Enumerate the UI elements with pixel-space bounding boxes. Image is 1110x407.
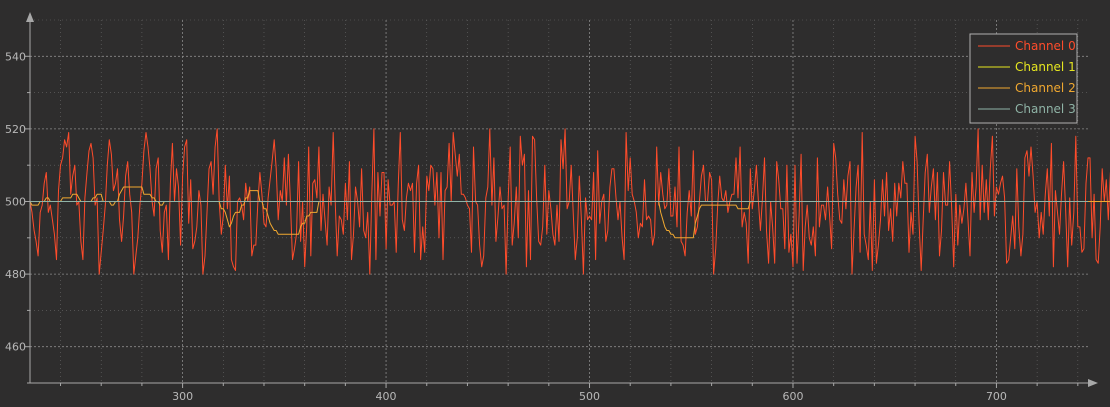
x-tick-label: 700 xyxy=(986,390,1007,403)
legend-label: Channel 1 xyxy=(1015,60,1076,74)
y-tick-label: 500 xyxy=(5,196,26,209)
series-lines xyxy=(29,128,1110,275)
x-tick-label: 400 xyxy=(376,390,397,403)
x-tick-label: 600 xyxy=(782,390,803,403)
legend-box xyxy=(969,33,1078,124)
legend-label: Channel 0 xyxy=(1015,39,1076,53)
x-tick-label: 500 xyxy=(579,390,600,403)
series-line-channel-2 xyxy=(29,186,1110,239)
legend: Channel 0 Channel 1 Channel 2 Channel 3 xyxy=(969,33,1078,124)
series-line-channel-0 xyxy=(29,128,1110,275)
legend-label: Channel 2 xyxy=(1015,81,1076,95)
x-axis-arrow-icon xyxy=(1088,379,1098,387)
axes: 300 400 500 600 700 460 480 500 520 540 xyxy=(5,12,1098,403)
y-tick-label: 480 xyxy=(5,268,26,281)
x-tick-label: 300 xyxy=(172,390,193,403)
y-tick-label: 540 xyxy=(5,50,26,63)
y-tick-label: 460 xyxy=(5,341,26,354)
legend-label: Channel 3 xyxy=(1015,102,1076,116)
y-tick-label: 520 xyxy=(5,123,26,136)
